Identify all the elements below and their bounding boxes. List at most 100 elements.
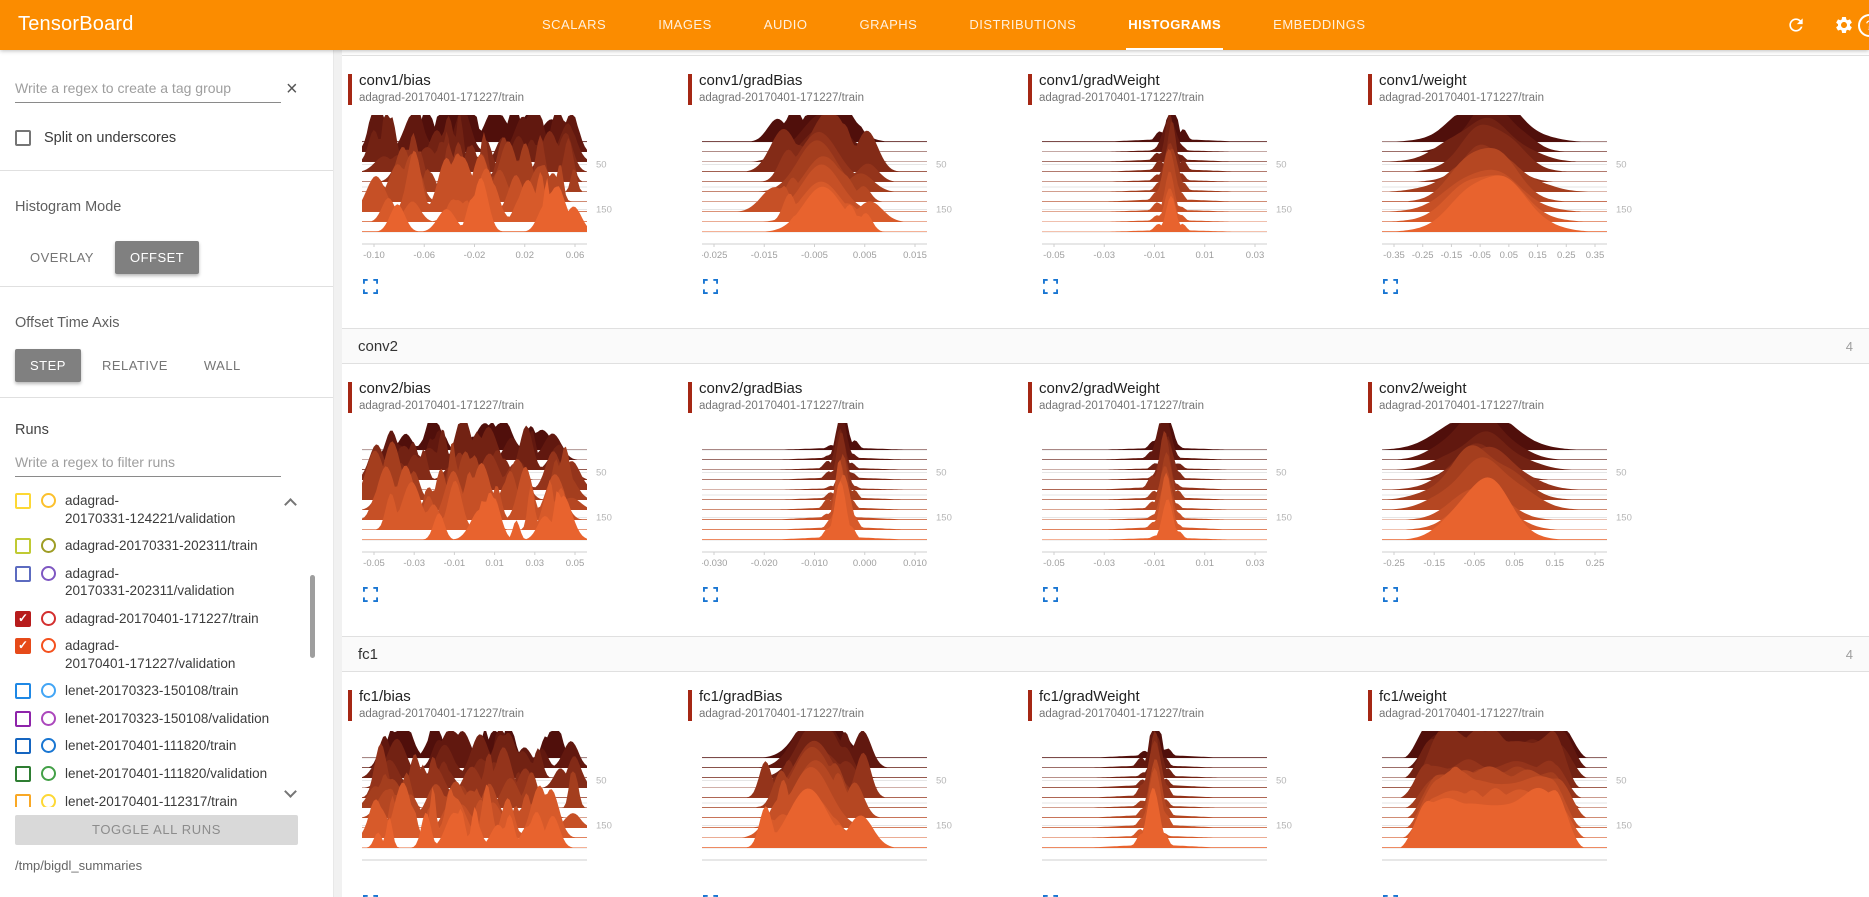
card-run-name: adagrad-20170401-171227/train	[699, 92, 864, 104]
svg-text:50: 50	[596, 776, 607, 787]
expand-icon[interactable]	[703, 279, 718, 294]
run-checkbox[interactable]: ✓	[15, 610, 31, 627]
histogram-chart[interactable]: 50 150 -0.05 -0.03 -0.01 0.01 0.03 0.05	[362, 420, 622, 582]
run-list-item[interactable]: adagrad- 20170331-202311/validation	[15, 560, 289, 605]
tag-section: fc1 4 fc1/bias adagrad-20170401-171227/t…	[342, 636, 1869, 897]
run-checkbox[interactable]	[15, 493, 31, 509]
overlay-button[interactable]: OVERLAY	[15, 241, 109, 274]
nav-tab[interactable]: DISTRIBUTIONS	[967, 0, 1078, 50]
run-label-line: adagrad-	[65, 493, 120, 508]
step-button[interactable]: STEP	[15, 349, 81, 382]
svg-text:0.15: 0.15	[1528, 250, 1547, 261]
expand-icon[interactable]	[1043, 587, 1058, 602]
histogram-chart[interactable]: 50 150 -0.030 -0.020 -0.010 0.000 0.010	[702, 420, 962, 582]
run-label-line: lenet-20170323-150108/train	[65, 683, 239, 699]
relative-button[interactable]: RELATIVE	[87, 349, 183, 382]
tag-regex-input[interactable]	[15, 74, 281, 103]
refresh-icon[interactable]	[1786, 15, 1806, 35]
histogram-card: conv1/bias adagrad-20170401-171227/train…	[348, 72, 688, 294]
histogram-chart[interactable]: 50 150 -0.05 -0.03 -0.01 0.01 0.03	[1042, 420, 1302, 582]
clear-icon[interactable]: ×	[286, 78, 298, 100]
card-title: conv1/gradBias	[699, 72, 803, 89]
histogram-chart[interactable]: 50 150 -0.05 -0.03 -0.01 0.01 0.03	[1042, 112, 1302, 274]
run-checkbox[interactable]: ✓	[15, 638, 31, 655]
svg-text:-0.05: -0.05	[1464, 558, 1486, 569]
expand-icon[interactable]	[1383, 587, 1398, 602]
runs-filter-input[interactable]	[15, 448, 281, 477]
expand-icon[interactable]	[703, 895, 718, 897]
help-icon[interactable]: ?	[1858, 14, 1869, 37]
runs-scrollbar-thumb[interactable]	[310, 575, 315, 658]
histogram-chart[interactable]: 50 150 -0.025 -0.015 -0.005 0.005 0.015	[702, 112, 962, 274]
svg-text:-0.10: -0.10	[363, 250, 385, 261]
expand-icon[interactable]	[1383, 279, 1398, 294]
section-header[interactable]: conv2 4	[342, 328, 1869, 364]
run-list-item[interactable]: lenet-20170401-111820/train	[15, 732, 289, 760]
run-checkbox[interactable]	[15, 738, 31, 755]
run-label-line: lenet-20170323-150108/validation	[65, 710, 270, 726]
run-label-line: 20170331-124221/validation	[65, 510, 236, 526]
histogram-chart[interactable]: 50 150	[362, 728, 622, 890]
sidebar-scrollbar-track[interactable]	[333, 50, 342, 897]
split-checkbox[interactable]	[15, 130, 31, 146]
split-underscores-row[interactable]: Split on underscores	[15, 130, 318, 146]
expand-icon[interactable]	[1043, 279, 1058, 294]
histogram-chart[interactable]: 50 150	[1382, 728, 1642, 890]
section-header[interactable]: fc1 4	[342, 636, 1869, 672]
nav-tab[interactable]: HISTOGRAMS	[1126, 0, 1224, 50]
run-checkbox[interactable]	[15, 683, 31, 700]
run-list-item[interactable]: adagrad-20170331-202311/train	[15, 532, 289, 560]
svg-text:-0.030: -0.030	[702, 558, 727, 569]
run-label-line: adagrad-20170331-202311/train	[65, 538, 258, 554]
svg-text:50: 50	[1616, 160, 1627, 171]
wall-button[interactable]: WALL	[189, 349, 256, 382]
histogram-chart[interactable]: 50 150	[1042, 728, 1302, 890]
nav-tab[interactable]: GRAPHS	[857, 0, 919, 50]
card-title-wrap: conv1/gradBias adagrad-20170401-171227/t…	[688, 72, 1028, 105]
svg-text:0.05: 0.05	[1500, 250, 1519, 261]
section-count: 4	[1845, 338, 1853, 354]
expand-icon[interactable]	[363, 587, 378, 602]
nav-tab[interactable]: AUDIO	[762, 0, 810, 50]
histogram-chart[interactable]: 50 150 -0.10 -0.06 -0.02 0.02 0.06	[362, 112, 622, 274]
svg-text:-0.05: -0.05	[1043, 558, 1065, 569]
expand-icon[interactable]	[1043, 895, 1058, 897]
run-checkbox[interactable]	[15, 766, 31, 783]
histogram-chart[interactable]: 50 150 -0.25 -0.15 -0.05 0.05 0.15 0.25	[1382, 420, 1642, 582]
runs-list: adagrad- 20170331-124221/validation adagr…	[0, 487, 333, 807]
offset-time-axis-buttons: STEP RELATIVE WALL	[15, 349, 318, 382]
toggle-all-runs-button[interactable]: TOGGLE ALL RUNS	[15, 815, 298, 845]
histogram-mode-label: Histogram Mode	[15, 199, 122, 215]
settings-gear-icon[interactable]	[1834, 15, 1854, 35]
nav-tab-label: HISTOGRAMS	[1128, 16, 1222, 32]
expand-icon[interactable]	[363, 279, 378, 294]
expand-icon[interactable]	[703, 587, 718, 602]
run-list-item[interactable]: lenet-20170401-112317/train	[15, 788, 289, 807]
run-list-item[interactable]: lenet-20170323-150108/train	[15, 677, 289, 705]
app-header: TensorBoard SCALARS IMAGES AUDIO GRAPHS …	[0, 0, 1869, 50]
run-checkbox[interactable]	[15, 538, 31, 555]
run-checkbox[interactable]	[15, 565, 31, 582]
svg-text:0.010: 0.010	[903, 558, 927, 569]
expand-icon[interactable]	[363, 895, 378, 897]
run-list-item[interactable]: lenet-20170401-111820/validation	[15, 760, 289, 788]
expand-icon[interactable]	[1383, 895, 1398, 897]
card-run-name: adagrad-20170401-171227/train	[359, 92, 524, 104]
svg-text:150: 150	[596, 821, 612, 832]
nav-tab[interactable]: SCALARS	[540, 0, 608, 50]
run-list-item[interactable]: lenet-20170323-150108/validation	[15, 705, 289, 733]
tag-section: conv2 4 conv2/bias adagrad-20170401-1712…	[342, 328, 1869, 636]
run-checkbox[interactable]	[15, 793, 31, 807]
nav-tab[interactable]: IMAGES	[656, 0, 714, 50]
run-list-item[interactable]: adagrad- 20170331-124221/validation	[15, 487, 289, 532]
histogram-chart[interactable]: 50 150 -0.35 -0.25 -0.15 -0.05 0.05 0.15 0.25 0.3…	[1382, 112, 1642, 274]
histogram-card: conv2/bias adagrad-20170401-171227/train…	[348, 380, 688, 602]
run-list-item[interactable]: ✓ adagrad- 20170401-171227/validation	[15, 632, 289, 677]
offset-button[interactable]: OFFSET	[114, 241, 200, 274]
run-checkbox[interactable]	[15, 710, 31, 727]
svg-text:0.005: 0.005	[853, 250, 877, 261]
run-label: adagrad- 20170401-171227/validation	[65, 637, 235, 672]
histogram-chart[interactable]: 50 150	[702, 728, 962, 890]
nav-tab[interactable]: EMBEDDINGS	[1271, 0, 1367, 50]
run-list-item[interactable]: ✓ adagrad-20170401-171227/train	[15, 605, 289, 633]
